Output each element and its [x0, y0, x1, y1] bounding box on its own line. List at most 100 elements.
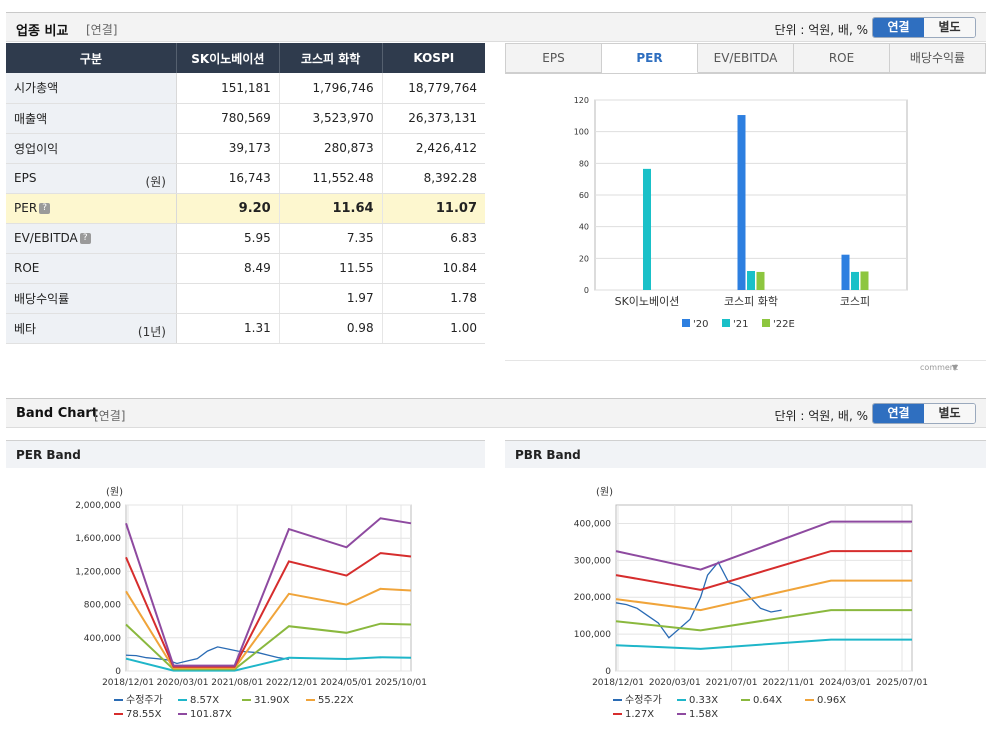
table-cell: 3,523,970 [279, 103, 383, 134]
row-label: ROE [6, 253, 177, 284]
legend-label: 31.90X [254, 695, 290, 706]
compare-unit: 단위 : 억원, 배, % [774, 23, 868, 37]
y-tick-label: 200,000 [574, 593, 611, 603]
legend-label: 0.33X [689, 695, 718, 706]
legend-label: 101.87X [190, 709, 232, 720]
legend-label: '22E [773, 319, 795, 330]
row-label: 영업이익 [6, 133, 177, 164]
compare-basis-toggle[interactable]: 연결 별도 [872, 17, 976, 38]
help-icon[interactable]: ? [79, 233, 91, 244]
consolidated-button[interactable]: 연결 [873, 18, 924, 37]
bar [756, 271, 765, 290]
y-tick-label: 1,600,000 [75, 534, 121, 544]
table-cell: 18,779,764 [382, 73, 485, 104]
pbr-band-header: PBR Band [505, 440, 986, 468]
chevron-down-icon: ▼ [951, 363, 958, 372]
legend-label: 수정주가 [625, 694, 662, 706]
per-band-header: PER Band [6, 440, 485, 468]
table-cell: 780,569 [176, 103, 280, 134]
x-tick-label: 2025/10/01 [375, 678, 427, 688]
legend-label: 55.22X [318, 695, 354, 706]
table-cell: 151,181 [176, 73, 280, 104]
table-cell: 1,796,746 [279, 73, 383, 104]
tab-per[interactable]: PER [602, 43, 698, 73]
series-line [615, 520, 912, 571]
separate-button[interactable]: 별도 [924, 18, 975, 37]
y-tick-label: 1,200,000 [75, 567, 121, 577]
pbr-band-title: PBR Band [515, 448, 581, 462]
tab-roe[interactable]: ROE [794, 43, 890, 73]
table-cell: 2,426,412 [382, 133, 485, 164]
table-row: 매출액 780,569 3,523,970 26,373,131 [6, 103, 485, 134]
series-line [125, 646, 290, 665]
row-unit: (1년) [137, 324, 166, 339]
legend-label: 1.58X [689, 709, 718, 720]
row-label-text: 시가총액 [14, 81, 59, 96]
per-band-chart: (원) 0 400,000 800,000 1,200,000 1,600,000 2,00… [75, 486, 427, 720]
row-label: 베타 (1년) [6, 313, 177, 344]
column-header: 구분 [6, 43, 177, 73]
x-tick-label: 2024/03/01 [819, 678, 871, 688]
band-separate-button[interactable]: 별도 [924, 404, 975, 423]
table-cell: 8.49 [176, 253, 280, 284]
per-band-title: PER Band [16, 448, 81, 462]
table-cell: 39,173 [176, 133, 280, 164]
table-cell: 16,743 [176, 163, 280, 194]
row-label-text: 배당수익률 [14, 291, 70, 306]
series-line [615, 550, 912, 591]
table-row: EPS (원) 16,743 11,552.48 8,392.28 [6, 163, 485, 194]
row-label-text: 베타 [14, 321, 37, 336]
pbr-band-chart: (원) 0 100,000 200,000 300,000 400,000 2018/12/… [574, 486, 928, 720]
table-cell: 7.35 [279, 223, 383, 254]
metric-tabs: EPS PER EV/EBITDA ROE 배당수익률 [505, 43, 986, 74]
table-cell: 1.00 [382, 313, 485, 344]
row-label: 매출액 [6, 103, 177, 134]
legend-label: 수정주가 [126, 694, 163, 706]
compare-header: 업종 비교 [연결] 단위 : 억원, 배, % 연결 별도 [6, 12, 986, 42]
series-line [615, 561, 782, 639]
y-tick-label: 40 [579, 223, 589, 232]
per-bar-chart: 0 20 40 60 80 100 120 SK이노베이션 코스피 화학 코스피 '20 '21 '22… [574, 96, 908, 330]
y-tick-label: 120 [574, 96, 589, 105]
table-row: PER? 9.20 11.64 11.07 [6, 193, 485, 224]
y-tick-label: 0 [584, 286, 589, 295]
band-consolidated-button[interactable]: 연결 [873, 404, 924, 423]
table-cell: 0.98 [279, 313, 383, 344]
table-cell: 11,552.48 [279, 163, 383, 194]
legend-label: 0.96X [817, 695, 846, 706]
bar [841, 254, 850, 290]
y-tick-label: 800,000 [84, 601, 121, 611]
tab-[interactable]: 배당수익률 [890, 43, 986, 73]
legend-label: 78.55X [126, 709, 162, 720]
tab-eps[interactable]: EPS [505, 43, 602, 73]
table-row: 영업이익 39,173 280,873 2,426,412 [6, 133, 485, 164]
plot-area [615, 504, 913, 672]
series-line [615, 638, 912, 650]
table-header-row: 구분 SK이노베이션 코스피 화학 KOSPI [6, 43, 485, 73]
band-basis-toggle[interactable]: 연결 별도 [872, 403, 976, 424]
help-icon[interactable]: ? [39, 203, 51, 214]
legend-label: '20 [693, 319, 708, 330]
table-row: 배당수익률 1.97 1.78 [6, 283, 485, 314]
x-tick-label: 코스피 [840, 295, 870, 308]
row-unit: (원) [145, 174, 166, 189]
row-label: EPS (원) [6, 163, 177, 194]
bar [747, 271, 755, 290]
row-label: PER? [6, 193, 177, 224]
x-tick-label: 코스피 화학 [724, 295, 778, 308]
row-label: 배당수익률 [6, 283, 177, 314]
y-axis-label: (원) [596, 486, 613, 498]
row-label-text: EPS [14, 171, 37, 185]
table-row: ROE 8.49 11.55 10.84 [6, 253, 485, 284]
table-cell: 1.97 [279, 283, 383, 314]
table-row: EV/EBITDA? 5.95 7.35 6.83 [6, 223, 485, 254]
series-line [125, 622, 412, 671]
tab-evebitda[interactable]: EV/EBITDA [698, 43, 794, 73]
x-tick-label: 2018/12/01 [592, 678, 644, 688]
band-title: Band Chart [16, 406, 98, 421]
row-label-text: EV/EBITDA [14, 231, 78, 245]
x-tick-label: 2021/08/01 [211, 678, 263, 688]
row-label-text: 영업이익 [14, 141, 59, 156]
bar [851, 271, 859, 290]
y-tick-label: 2,000,000 [75, 501, 121, 511]
